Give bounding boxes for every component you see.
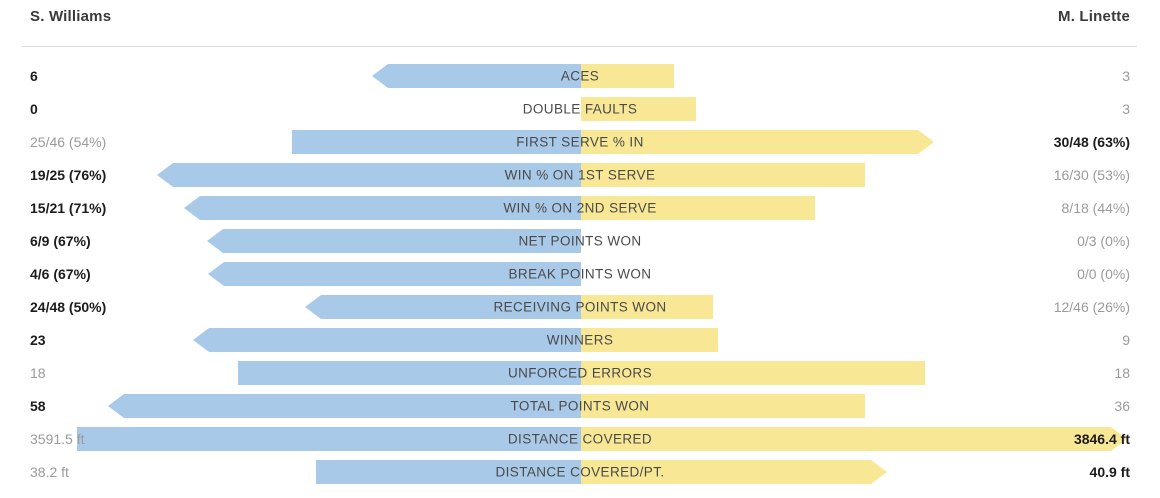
right-value: 3: [1122, 101, 1130, 117]
stat-row: RECEIVING POINTS WON 24/48 (50%) 12/46 (…: [0, 294, 1160, 327]
right-player-bar: [581, 328, 718, 352]
left-player-bar: [108, 394, 581, 418]
stat-row: WIN % ON 2ND SERVE 15/21 (71%) 8/18 (44%…: [0, 195, 1160, 228]
stat-label: BREAK POINTS WON: [508, 266, 652, 282]
stat-row: WIN % ON 1ST SERVE 19/25 (76%) 16/30 (53…: [0, 162, 1160, 195]
stat-row: FIRST SERVE % IN 25/46 (54%) 30/48 (63%): [0, 129, 1160, 162]
right-player-bar: [581, 427, 1127, 451]
right-player-bar: [581, 460, 887, 484]
right-player-bar: [581, 130, 934, 154]
stat-row: WINNERS 23 9: [0, 327, 1160, 360]
right-player-bar: [581, 64, 674, 88]
stat-label: ACES: [560, 68, 600, 84]
left-value: 0: [30, 101, 38, 117]
right-value: 8/18 (44%): [1061, 200, 1130, 216]
stat-label: DISTANCE COVERED: [507, 431, 653, 447]
left-value: 19/25 (76%): [30, 167, 107, 183]
right-value: 0/3 (0%): [1077, 233, 1130, 249]
left-value: 6: [30, 68, 38, 84]
right-value: 30/48 (63%): [1053, 134, 1130, 150]
right-value: 36: [1114, 398, 1130, 414]
stat-row: NET POINTS WON 6/9 (67%) 0/3 (0%): [0, 228, 1160, 261]
stat-label: RECEIVING POINTS WON: [493, 299, 667, 315]
right-player-bar: [581, 196, 815, 220]
right-value: 40.9 ft: [1089, 464, 1130, 480]
left-value: 38.2 ft: [30, 464, 69, 480]
right-player-bar: [581, 394, 865, 418]
left-player-bar: [184, 196, 581, 220]
right-value: 3: [1122, 68, 1130, 84]
right-value: 12/46 (26%): [1053, 299, 1130, 315]
stat-row: DISTANCE COVERED 3591.5 ft 3846.4 ft: [0, 426, 1160, 459]
left-value: 4/6 (67%): [30, 266, 91, 282]
right-value: 18: [1114, 365, 1130, 381]
player-name-left: S. Williams: [30, 8, 112, 25]
left-value: 58: [30, 398, 46, 414]
stat-label: WIN % ON 1ST SERVE: [504, 167, 656, 183]
right-value: 3846.4 ft: [1073, 431, 1130, 447]
left-player-bar: [208, 262, 581, 286]
right-player-bar: [581, 163, 865, 187]
left-value: 24/48 (50%): [30, 299, 107, 315]
left-player-bar: [157, 163, 581, 187]
left-value: 18: [30, 365, 46, 381]
right-value: 0/0 (0%): [1077, 266, 1130, 282]
stat-label: DOUBLE FAULTS: [522, 101, 638, 117]
stat-label: WINNERS: [546, 332, 614, 348]
stat-row: UNFORCED ERRORS 18 18: [0, 360, 1160, 393]
right-value: 9: [1122, 332, 1130, 348]
left-player-bar: [316, 460, 581, 484]
left-value: 15/21 (71%): [30, 200, 107, 216]
left-player-bar: [372, 64, 581, 88]
stat-label: WIN % ON 2ND SERVE: [503, 200, 657, 216]
left-value: 23: [30, 332, 46, 348]
stat-row: TOTAL POINTS WON 58 36: [0, 393, 1160, 426]
left-value: 6/9 (67%): [30, 233, 91, 249]
header-divider: [22, 46, 1137, 47]
right-value: 16/30 (53%): [1053, 167, 1130, 183]
right-player-bar: [581, 97, 696, 121]
left-player-bar: [207, 229, 581, 253]
right-player-bar: [581, 361, 925, 385]
stat-label: DISTANCE COVERED/PT.: [495, 464, 665, 480]
left-player-bar: [305, 295, 581, 319]
left-player-bar: [238, 361, 581, 385]
stats-rows: ACES 6 3 DOUBLE FAULTS 0 3 FIRST SERVE %…: [0, 63, 1160, 492]
player-name-right: M. Linette: [1058, 8, 1130, 25]
left-player-bar: [193, 328, 581, 352]
left-value: 3591.5 ft: [30, 431, 85, 447]
stat-label: FIRST SERVE % IN: [516, 134, 644, 150]
left-player-bar: [292, 130, 581, 154]
left-player-bar: [77, 427, 581, 451]
stat-row: BREAK POINTS WON 4/6 (67%) 0/0 (0%): [0, 261, 1160, 294]
stat-label: NET POINTS WON: [518, 233, 642, 249]
right-player-bar: [581, 295, 713, 319]
stat-label: UNFORCED ERRORS: [507, 365, 652, 381]
stat-label: TOTAL POINTS WON: [510, 398, 650, 414]
stat-row: ACES 6 3: [0, 63, 1160, 96]
stat-row: DISTANCE COVERED/PT. 38.2 ft 40.9 ft: [0, 459, 1160, 492]
left-value: 25/46 (54%): [30, 134, 107, 150]
stat-row: DOUBLE FAULTS 0 3: [0, 96, 1160, 129]
